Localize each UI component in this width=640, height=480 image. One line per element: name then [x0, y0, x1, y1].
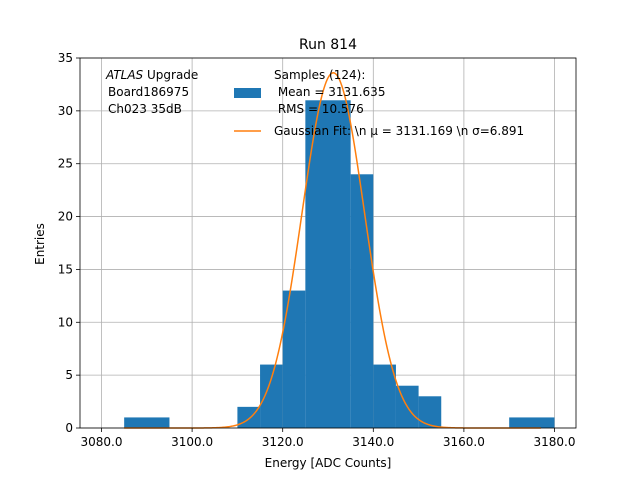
axes-frame	[79, 57, 577, 429]
x-axis-ticks: 3080.0 3100.0 3120.0 3140.0 3160.0 3180.0	[81, 428, 575, 449]
y-tick-label: 10	[58, 315, 73, 329]
histogram-bar	[260, 364, 283, 428]
legend-swatch-histogram	[234, 88, 261, 98]
x-tick-label: 3080.0	[81, 435, 123, 449]
x-tick-label: 3120.0	[262, 435, 304, 449]
legend-histogram-line-1: Samples (124):	[274, 68, 365, 82]
histogram-bars	[124, 100, 555, 429]
legend: Samples (124): Mean = 3131.635 RMS = 10.…	[234, 68, 524, 138]
atlas-annotation: ATLAS Upgrade Board186975 Ch023 35dB	[105, 68, 198, 116]
annotation-line-2: Board186975	[108, 85, 189, 99]
x-tick-label: 3160.0	[443, 435, 485, 449]
annotation-line-3: Ch023 35dB	[108, 102, 182, 116]
legend-histogram-line-2: Mean = 3131.635	[274, 85, 385, 99]
y-tick-label: 25	[58, 157, 73, 171]
x-tick-label: 3140.0	[352, 435, 394, 449]
y-tick-label: 5	[65, 368, 73, 382]
y-axis-label: Entries	[33, 223, 47, 265]
y-tick-label: 0	[65, 421, 73, 435]
legend-histogram-line-3: RMS = 10.576	[274, 102, 364, 116]
x-axis-label: Energy [ADC Counts]	[265, 456, 392, 470]
chart-title: Run 814	[299, 37, 357, 53]
y-tick-label: 30	[58, 104, 73, 118]
x-tick-label: 3180.0	[533, 435, 575, 449]
histogram-bar	[418, 396, 442, 428]
annotation-italic: ATLAS	[105, 68, 144, 82]
y-tick-label: 35	[58, 51, 73, 65]
histogram-bar	[124, 417, 170, 428]
y-tick-label: 20	[58, 210, 73, 224]
y-axis-ticks: 0 5 10 15 20 25 30 35	[58, 51, 80, 435]
histogram-bar	[305, 100, 351, 429]
histogram-bar	[509, 417, 555, 428]
legend-fit: Gaussian Fit: \n μ = 3131.169 \n σ=6.891	[274, 124, 524, 138]
x-tick-label: 3100.0	[171, 435, 213, 449]
annotation-line-1: ATLAS Upgrade	[105, 68, 198, 82]
y-tick-label: 15	[58, 262, 73, 276]
annotation-rest: Upgrade	[143, 68, 198, 82]
histogram-bar	[373, 364, 396, 428]
histogram-bar	[350, 174, 374, 428]
plot-area	[79, 57, 577, 429]
histogram-bar	[282, 290, 306, 428]
